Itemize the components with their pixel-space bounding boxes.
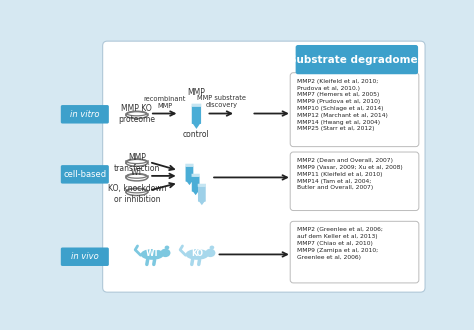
Text: MMP: MMP <box>188 88 205 97</box>
Text: MMP
transfection: MMP transfection <box>114 153 160 173</box>
FancyBboxPatch shape <box>290 152 419 211</box>
FancyBboxPatch shape <box>191 174 200 177</box>
Text: control: control <box>183 130 210 139</box>
Text: KO: KO <box>191 249 203 258</box>
Ellipse shape <box>160 249 171 257</box>
Text: in vitro: in vitro <box>70 110 100 119</box>
Ellipse shape <box>205 249 215 257</box>
Text: Substrate degradomes: Substrate degradomes <box>290 55 424 65</box>
Text: MMP2 (Dean and Overall, 2007)
MMP9 (Vasar, 2009; Xu et al, 2008)
MMP11 (Kleifeld: MMP2 (Dean and Overall, 2007) MMP9 (Vasa… <box>297 158 403 190</box>
FancyBboxPatch shape <box>61 248 109 266</box>
Text: WT: WT <box>146 249 159 258</box>
Text: MMP2 (Greenlee et al, 2006;
auf dem Keller et al, 2013)
MMP7 (Chiao et al, 2010): MMP2 (Greenlee et al, 2006; auf dem Kell… <box>297 227 383 260</box>
FancyBboxPatch shape <box>185 164 193 167</box>
Text: MMP2 (Kleifeld et al, 2010;
Prudova et al, 2010.)
MMP7 (Hemers et al, 2005)
MMP9: MMP2 (Kleifeld et al, 2010; Prudova et a… <box>297 79 388 131</box>
FancyBboxPatch shape <box>290 73 419 147</box>
FancyBboxPatch shape <box>61 105 109 123</box>
Polygon shape <box>192 123 201 129</box>
FancyBboxPatch shape <box>290 221 419 283</box>
FancyBboxPatch shape <box>191 104 201 107</box>
FancyBboxPatch shape <box>61 165 109 183</box>
Polygon shape <box>192 190 199 195</box>
Ellipse shape <box>210 246 214 249</box>
FancyBboxPatch shape <box>198 186 206 202</box>
Text: in vivo: in vivo <box>71 252 99 261</box>
Ellipse shape <box>186 249 209 260</box>
FancyBboxPatch shape <box>186 166 193 182</box>
FancyBboxPatch shape <box>296 45 418 74</box>
Polygon shape <box>198 201 205 205</box>
Text: MMP substrate
discovery: MMP substrate discovery <box>197 95 246 108</box>
Text: KO, knockdown
or inhibition: KO, knockdown or inhibition <box>108 183 166 204</box>
FancyBboxPatch shape <box>103 41 425 292</box>
Polygon shape <box>186 181 193 185</box>
FancyBboxPatch shape <box>192 106 201 124</box>
Text: recombinant
MMP: recombinant MMP <box>144 96 186 109</box>
FancyBboxPatch shape <box>198 184 206 187</box>
Ellipse shape <box>141 249 164 260</box>
Text: WT: WT <box>131 168 143 177</box>
Text: MMP KO
proteome: MMP KO proteome <box>118 104 155 124</box>
Ellipse shape <box>164 246 169 249</box>
FancyBboxPatch shape <box>192 176 200 192</box>
Text: cell-based: cell-based <box>63 170 106 179</box>
